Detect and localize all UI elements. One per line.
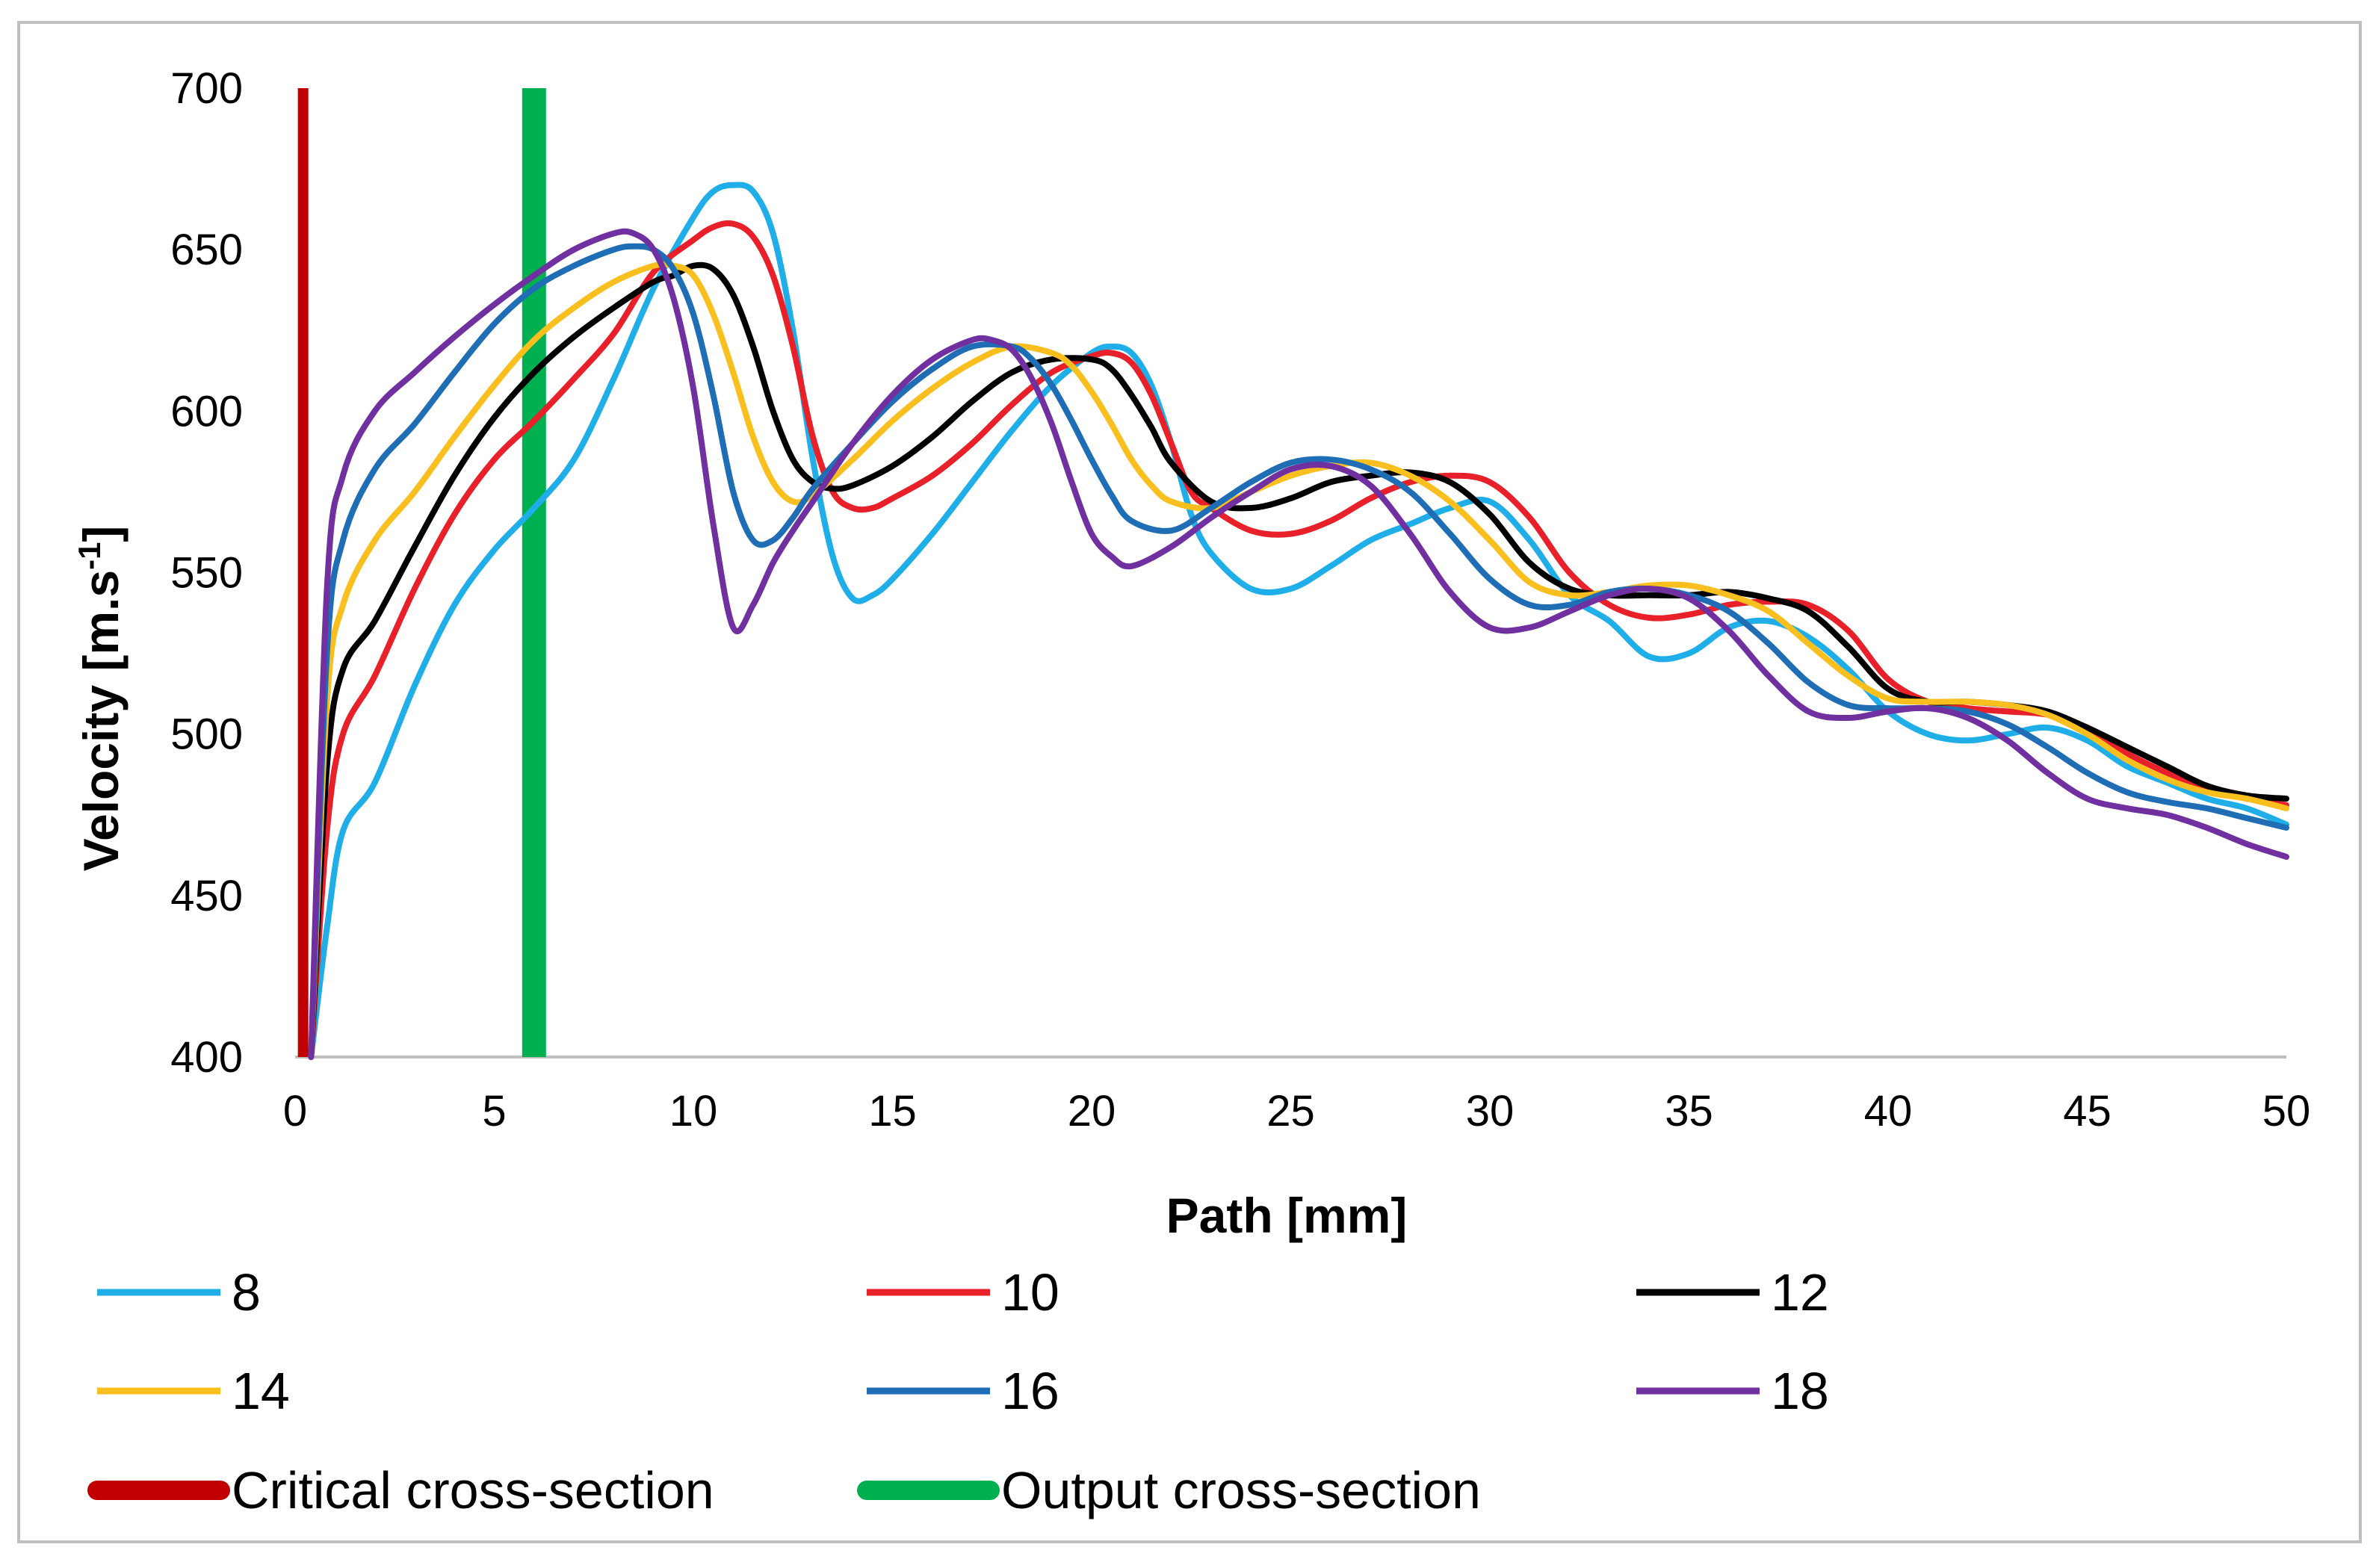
series-line-18: [308, 228, 2289, 1060]
legend-label-output: Output cross-section: [1001, 1461, 1481, 1519]
legend: 8 10 12 14 16 18 Critical cross-section Output …: [87, 1263, 1829, 1519]
legend-label-10: 10: [1001, 1263, 1059, 1321]
x-tick-label: 35: [1665, 1087, 1713, 1135]
x-tick-label: 10: [669, 1087, 718, 1135]
x-tick-label: 20: [1068, 1087, 1116, 1135]
x-tick-label: 0: [283, 1087, 307, 1135]
y-tick-label: 450: [170, 872, 243, 920]
series-line-8: [308, 182, 2289, 1060]
y-tick-label: 400: [170, 1033, 243, 1082]
x-tick-label: 50: [2262, 1087, 2311, 1135]
x-tick-label: 45: [2063, 1087, 2112, 1135]
series-line-14: [308, 261, 2289, 1060]
y-axis-title-end: ]: [73, 526, 129, 542]
x-tick-label: 40: [1864, 1087, 1913, 1135]
tick-labels: 0 5 10 15 20 25 30 35 40 45 50 400 450 500 550 600 650 70…: [170, 64, 2310, 1135]
x-tick-label: 30: [1466, 1087, 1515, 1135]
legend-label-14: 14: [232, 1362, 290, 1420]
x-tick-label: 15: [868, 1087, 917, 1135]
y-axis-title-main: Velocity [m.s: [73, 570, 129, 872]
series-lines: [308, 182, 2289, 1060]
x-tick-label: 25: [1266, 1087, 1315, 1135]
legend-label-8: 8: [232, 1263, 261, 1321]
reference-lines: [297, 88, 546, 1057]
series-line-12: [308, 261, 2289, 1060]
y-axis-title: Velocity [m.s-1]: [72, 526, 129, 872]
x-tick-label: 5: [482, 1087, 506, 1135]
y-tick-label: 550: [170, 549, 243, 598]
y-tick-label: 500: [170, 710, 243, 759]
series-line-10: [308, 220, 2289, 1060]
y-axis-title-superscript: -1: [72, 542, 107, 570]
y-tick-label: 700: [170, 64, 243, 113]
y-tick-label: 650: [170, 226, 243, 274]
x-axis-title: Path [mm]: [1166, 1188, 1408, 1243]
y-tick-label: 600: [170, 387, 243, 436]
legend-label-12: 12: [1771, 1263, 1829, 1321]
legend-label-critical: Critical cross-section: [232, 1461, 714, 1519]
legend-label-18: 18: [1771, 1362, 1829, 1420]
chart-frame: [17, 21, 2362, 1543]
series-line-16: [308, 243, 2289, 1060]
legend-label-16: 16: [1001, 1362, 1059, 1420]
